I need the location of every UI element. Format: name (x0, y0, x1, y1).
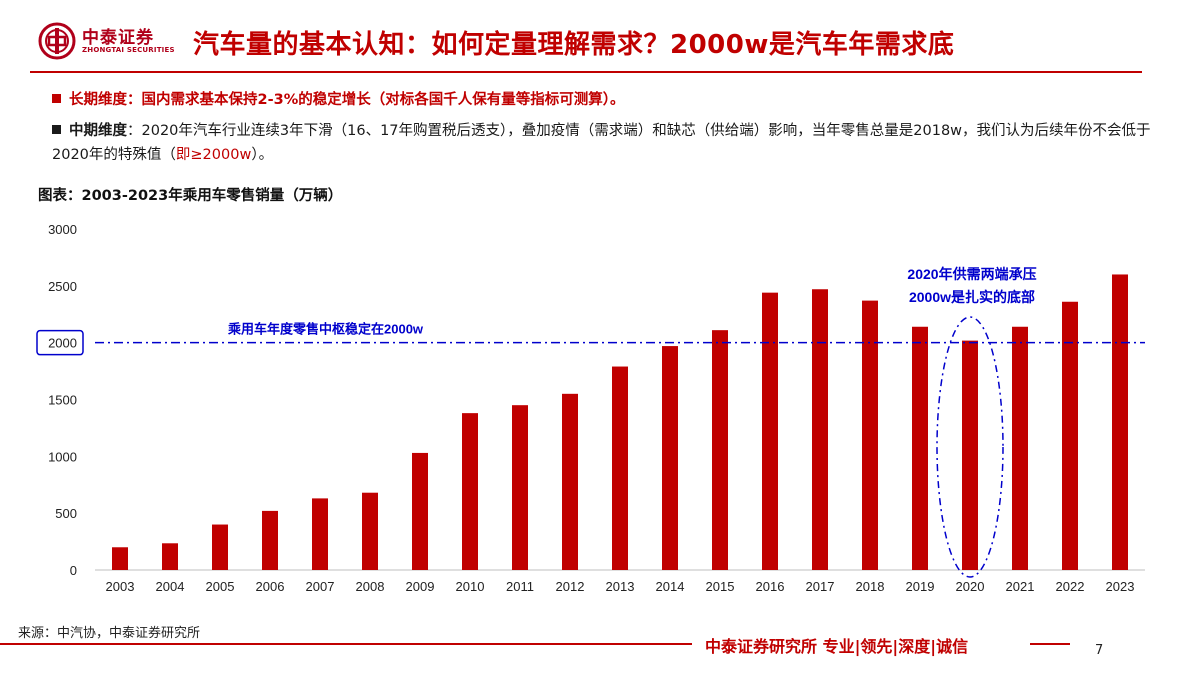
y-tick-label: 1500 (48, 393, 77, 408)
footer-divider-right (1030, 643, 1070, 645)
x-tick-label: 2015 (706, 579, 735, 594)
zhongtai-logo-icon (38, 22, 76, 60)
bar-2020 (962, 340, 978, 570)
x-tick-label: 2023 (1106, 579, 1135, 594)
y-tick-label: 3000 (48, 222, 77, 237)
bar-2004 (162, 543, 178, 570)
sales-bar-chart: 0 500 1000 1500 2000 2500 3000 2003 2004 2005 2006… (36, 222, 1145, 594)
x-tick-label: 2006 (256, 579, 285, 594)
bar-2016 (762, 292, 778, 570)
bar-2021 (1012, 326, 1028, 570)
x-tick-label: 2014 (656, 579, 685, 594)
bullet-mid-term-highlight: 即≥2000w (175, 147, 252, 163)
bullet-long-term-text: 长期维度：国内需求基本保持2-3%的稳定增长（对标各国千人保有量等指标可测算）。 (69, 92, 625, 108)
y-tick-label: 1000 (48, 449, 77, 464)
bullet-mid-term: 中期维度：2020年汽车行业连续3年下滑（16、17年购置税后透支），叠加疫情（… (52, 119, 1167, 167)
x-tick-label: 2008 (356, 579, 385, 594)
y-tick-label: 500 (55, 506, 77, 521)
x-tick-label: 2016 (756, 579, 785, 594)
x-tick-label: 2020 (956, 579, 985, 594)
bar-2003 (112, 547, 128, 570)
footer-source: 来源：中汽协，中泰证券研究所 (18, 626, 201, 641)
x-tick-label: 2019 (906, 579, 935, 594)
bar-2007 (312, 498, 328, 570)
x-tick-label: 2005 (206, 579, 235, 594)
y-tick-label: 2500 (48, 279, 77, 294)
x-tick-label: 2018 (856, 579, 885, 594)
bar-2009 (412, 452, 428, 570)
bar-2005 (212, 524, 228, 570)
bar-2010 (462, 413, 478, 570)
logo-text-cn: 中泰证券 (82, 28, 154, 48)
bar-2022 (1062, 301, 1078, 570)
bullet-square-icon (52, 125, 61, 134)
x-tick-label: 2009 (406, 579, 435, 594)
bar-2023 (1112, 274, 1128, 570)
bar-2015 (712, 330, 728, 570)
logo-text-en: ZHONGTAI SECURITIES (82, 46, 175, 54)
annotation-text-line: 2020年供需两端承压 (907, 266, 1036, 282)
x-tick-label: 2013 (606, 579, 635, 594)
x-tick-label: 2021 (1006, 579, 1035, 594)
x-tick-label: 2017 (806, 579, 835, 594)
page-number: 7 (1095, 643, 1104, 658)
slide-title: 汽车量的基本认知：如何定量理解需求？2000w是汽车年需求底 (193, 30, 955, 60)
bar-2014 (662, 346, 678, 570)
x-tick-label: 2010 (456, 579, 485, 594)
y-tick-label: 2000 (48, 336, 77, 351)
bar-2013 (612, 366, 628, 570)
x-tick-label: 2007 (306, 579, 335, 594)
x-tick-label: 2011 (506, 579, 534, 594)
annotation-ellipse-2020 (936, 316, 1004, 578)
bullet-mid-term-text: ：2020年汽车行业连续3年下滑（16、17年购置税后透支），叠加疫情（需求端）… (52, 123, 1151, 163)
x-tick-label: 2012 (556, 579, 585, 594)
chart-title: 图表：2003-2023年乘用车零售销量（万辆） (38, 188, 343, 204)
bullet-mid-term-tail: ）。 (251, 147, 274, 163)
highlighted-tick-box (36, 329, 84, 356)
bar-2006 (262, 510, 278, 570)
x-tick-label: 2022 (1056, 579, 1085, 594)
bar-2017 (812, 289, 828, 570)
bar-2011 (512, 405, 528, 570)
bar-2019 (912, 326, 928, 570)
bar-2018 (862, 300, 878, 570)
bullet-square-icon (52, 94, 61, 103)
footer-slogan: 中泰证券研究所 专业|领先|深度|诚信 (705, 637, 969, 656)
x-tick-label: 2003 (106, 579, 135, 594)
y-tick-label: 0 (70, 563, 77, 578)
x-tick-label: 2004 (156, 579, 185, 594)
reference-line-label: 乘用车年度零售中枢稳定在2000w (227, 322, 424, 337)
company-logo: 中泰证券 ZHONGTAI SECURITIES (38, 22, 198, 62)
bar-2008 (362, 492, 378, 570)
bullet-long-term: 长期维度：国内需求基本保持2-3%的稳定增长（对标各国千人保有量等指标可测算）。 (52, 88, 624, 112)
bar-2012 (562, 393, 578, 570)
bullet-mid-term-heading: 中期维度 (69, 123, 127, 139)
annotation-text-line: 2000w是扎实的底部 (909, 289, 1035, 305)
title-divider (30, 71, 1142, 73)
footer-divider-left (0, 643, 692, 645)
